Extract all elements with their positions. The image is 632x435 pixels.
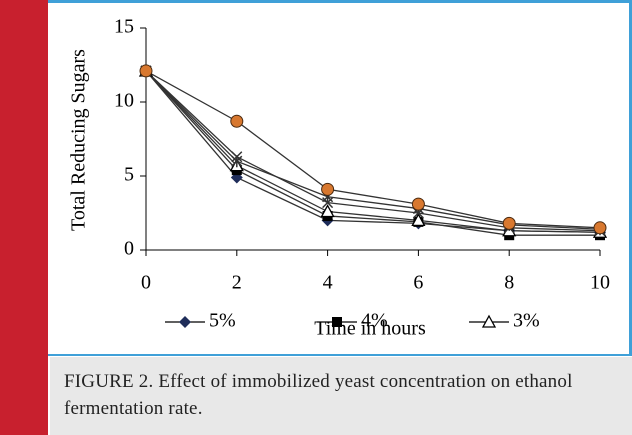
marker — [231, 155, 243, 168]
y-tick-label: 0 — [124, 238, 134, 260]
marker — [502, 216, 516, 230]
x-tick-label: 2 — [232, 272, 242, 294]
marker — [411, 213, 426, 227]
series-line — [145, 70, 601, 230]
marker — [230, 114, 244, 128]
x-tick-label: 10 — [590, 272, 610, 294]
marker — [321, 182, 335, 196]
legend-marker — [332, 317, 342, 327]
y-tick-label: 5 — [124, 164, 134, 186]
series-line — [145, 70, 601, 229]
series-line — [145, 70, 601, 233]
x-tick-label: 0 — [141, 272, 151, 294]
series-line — [145, 70, 601, 232]
caption-box — [50, 357, 632, 435]
side-bar — [0, 0, 48, 435]
caption: FIGURE 2. Effect of immobilized yeast co… — [64, 371, 573, 419]
x-tick-label: 4 — [323, 272, 333, 294]
marker — [139, 64, 153, 78]
marker — [593, 221, 607, 235]
x-tick-label: 6 — [413, 272, 423, 294]
series-line — [145, 70, 600, 236]
legend-label: 5% — [209, 310, 236, 332]
legend-label: 3% — [513, 310, 540, 332]
y-tick-label: 10 — [114, 90, 134, 112]
y-axis-title: Total Reducing Sugars — [68, 49, 90, 231]
y-tick-label: 15 — [114, 16, 134, 38]
marker — [411, 197, 425, 211]
x-tick-label: 8 — [504, 272, 514, 294]
x-axis-title: Time in hours — [314, 318, 426, 340]
chart-panel — [48, 0, 632, 355]
legend-marker — [481, 314, 497, 328]
legend-label: 4% — [361, 310, 388, 332]
legend-marker — [179, 316, 191, 328]
marker — [320, 204, 335, 218]
